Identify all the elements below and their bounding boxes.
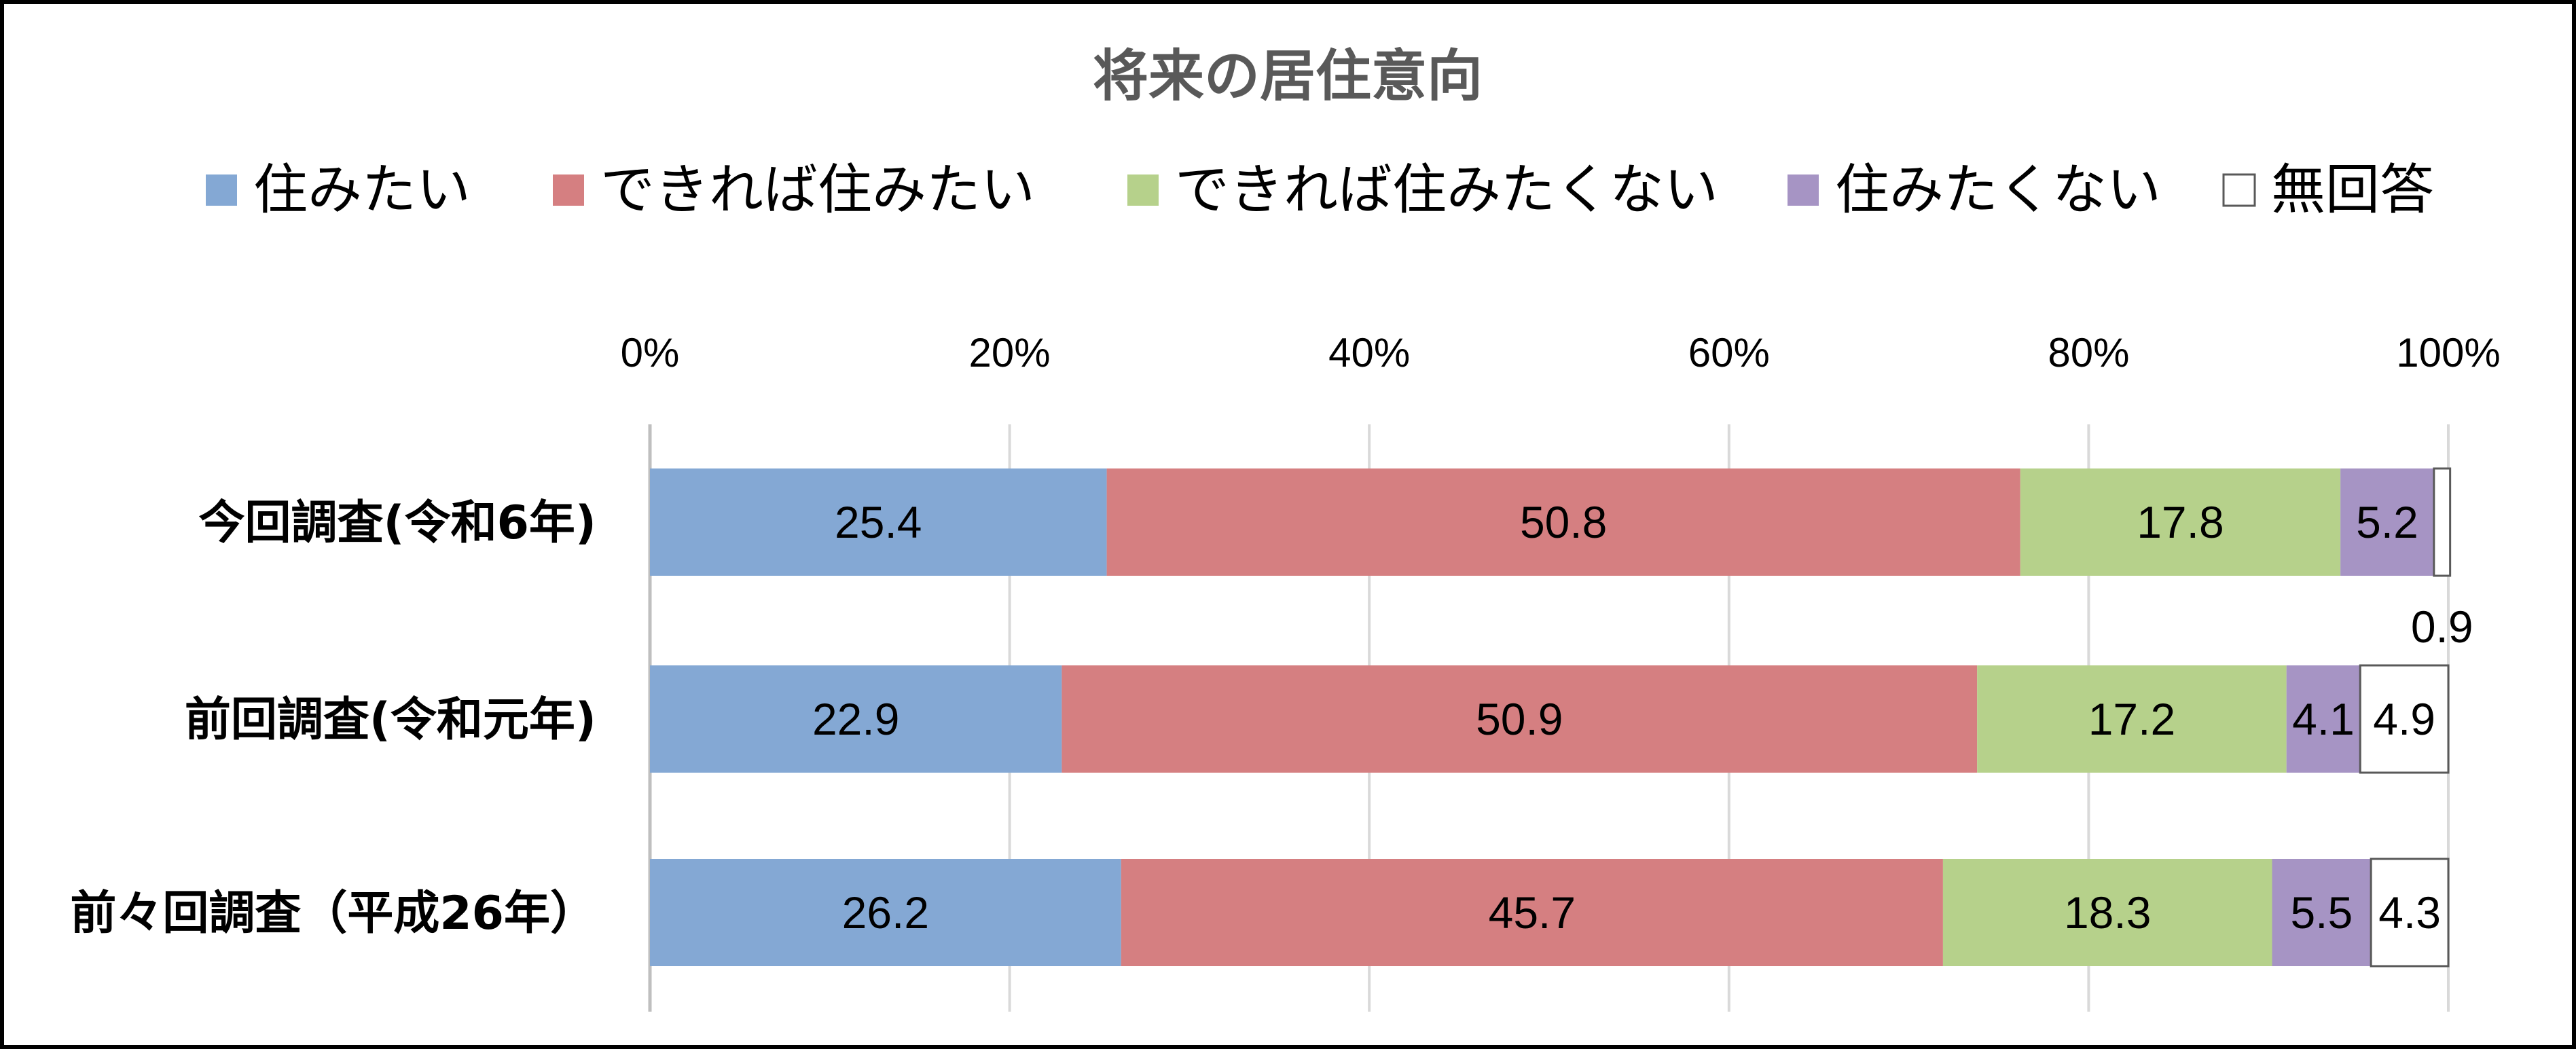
tick-label-20: 20% xyxy=(969,330,1051,375)
data-label-3-5: 4.3 xyxy=(2378,887,2441,938)
chart-title: 将来の居住意向 xyxy=(1093,44,1483,109)
bar-segment-3-5 xyxy=(2370,858,2450,968)
legend-label-5: 無回答 xyxy=(2271,158,2434,221)
bar-segment-1-3 xyxy=(2020,468,2341,576)
data-label-2-2: 50.9 xyxy=(1476,694,1563,744)
category-label-1: 今回調査(令和6年) xyxy=(199,496,596,550)
data-label-1-4: 5.2 xyxy=(2356,497,2418,547)
data-label-3-4: 5.5 xyxy=(2290,887,2353,938)
tick-label-80: 80% xyxy=(2048,330,2129,375)
bar-segment-2-3 xyxy=(1977,665,2287,773)
data-label-2-4: 4.1 xyxy=(2292,694,2355,744)
bar-segment-1-2 xyxy=(1106,468,2020,576)
data-labels: 25.4 50.8 17.8 5.2 0.9 22.9 50.9 17.2 4.1 4.9 26.2… xyxy=(812,497,2473,938)
legend-swatch-5 xyxy=(2222,173,2256,207)
legend-label-3: できれば住みたくない xyxy=(1175,158,1718,221)
bar-segment-3-3 xyxy=(1942,859,2272,966)
tick-label-100: 100% xyxy=(2396,330,2500,375)
legend-swatch-4 xyxy=(1788,174,1819,206)
bars xyxy=(650,467,2452,968)
data-label-3-3: 18.3 xyxy=(2064,887,2151,938)
data-label-2-5: 4.9 xyxy=(2373,694,2435,744)
bar-segment-1-5 xyxy=(2433,467,2452,577)
bar-segment-3-2 xyxy=(1121,859,1943,966)
bar-segment-2-2 xyxy=(1062,665,1978,773)
legend-swatch-2 xyxy=(553,174,584,206)
data-label-1-1: 25.4 xyxy=(835,497,922,547)
tick-label-60: 60% xyxy=(1688,330,1770,375)
data-label-1-5: 0.9 xyxy=(2411,602,2473,652)
data-label-3-1: 26.2 xyxy=(842,887,929,938)
data-label-2-1: 22.9 xyxy=(812,694,899,744)
bar-segment-2-1 xyxy=(650,665,1062,773)
data-label-1-3: 17.8 xyxy=(2137,497,2224,547)
tick-label-40: 40% xyxy=(1328,330,1410,375)
x-axis-tick-labels: 0% 20% 40% 60% 80% 100% xyxy=(621,330,2501,375)
bar-segment-3-1 xyxy=(650,859,1121,966)
bar-segment-3-4 xyxy=(2272,859,2372,966)
category-label-3: 前々回調査（平成26年） xyxy=(70,887,596,940)
category-label-2: 前回調査(令和元年) xyxy=(185,693,596,747)
legend-swatch-3 xyxy=(1127,174,1159,206)
data-label-2-3: 17.2 xyxy=(2088,694,2175,744)
legend: 住みたい できれば住みたい できれば住みたくない 住みたくない 無回答 xyxy=(206,158,2434,221)
data-label-1-2: 50.8 xyxy=(1520,497,1607,547)
data-label-3-2: 45.7 xyxy=(1489,887,1576,938)
legend-swatch-1 xyxy=(206,174,237,206)
legend-label-1: 住みたい xyxy=(253,158,471,221)
bar-segment-1-4 xyxy=(2340,468,2434,576)
bar-segment-1-1 xyxy=(650,468,1107,576)
category-labels: 今回調査(令和6年) 前回調査(令和元年) 前々回調査（平成26年） xyxy=(70,496,596,940)
legend-label-4: 住みたくない xyxy=(1835,158,2161,221)
bar-segment-2-5 xyxy=(2359,664,2450,774)
bar-segment-2-4 xyxy=(2286,665,2361,773)
legend-label-2: できれば住みたい xyxy=(600,158,1035,221)
tick-label-0: 0% xyxy=(621,330,680,375)
